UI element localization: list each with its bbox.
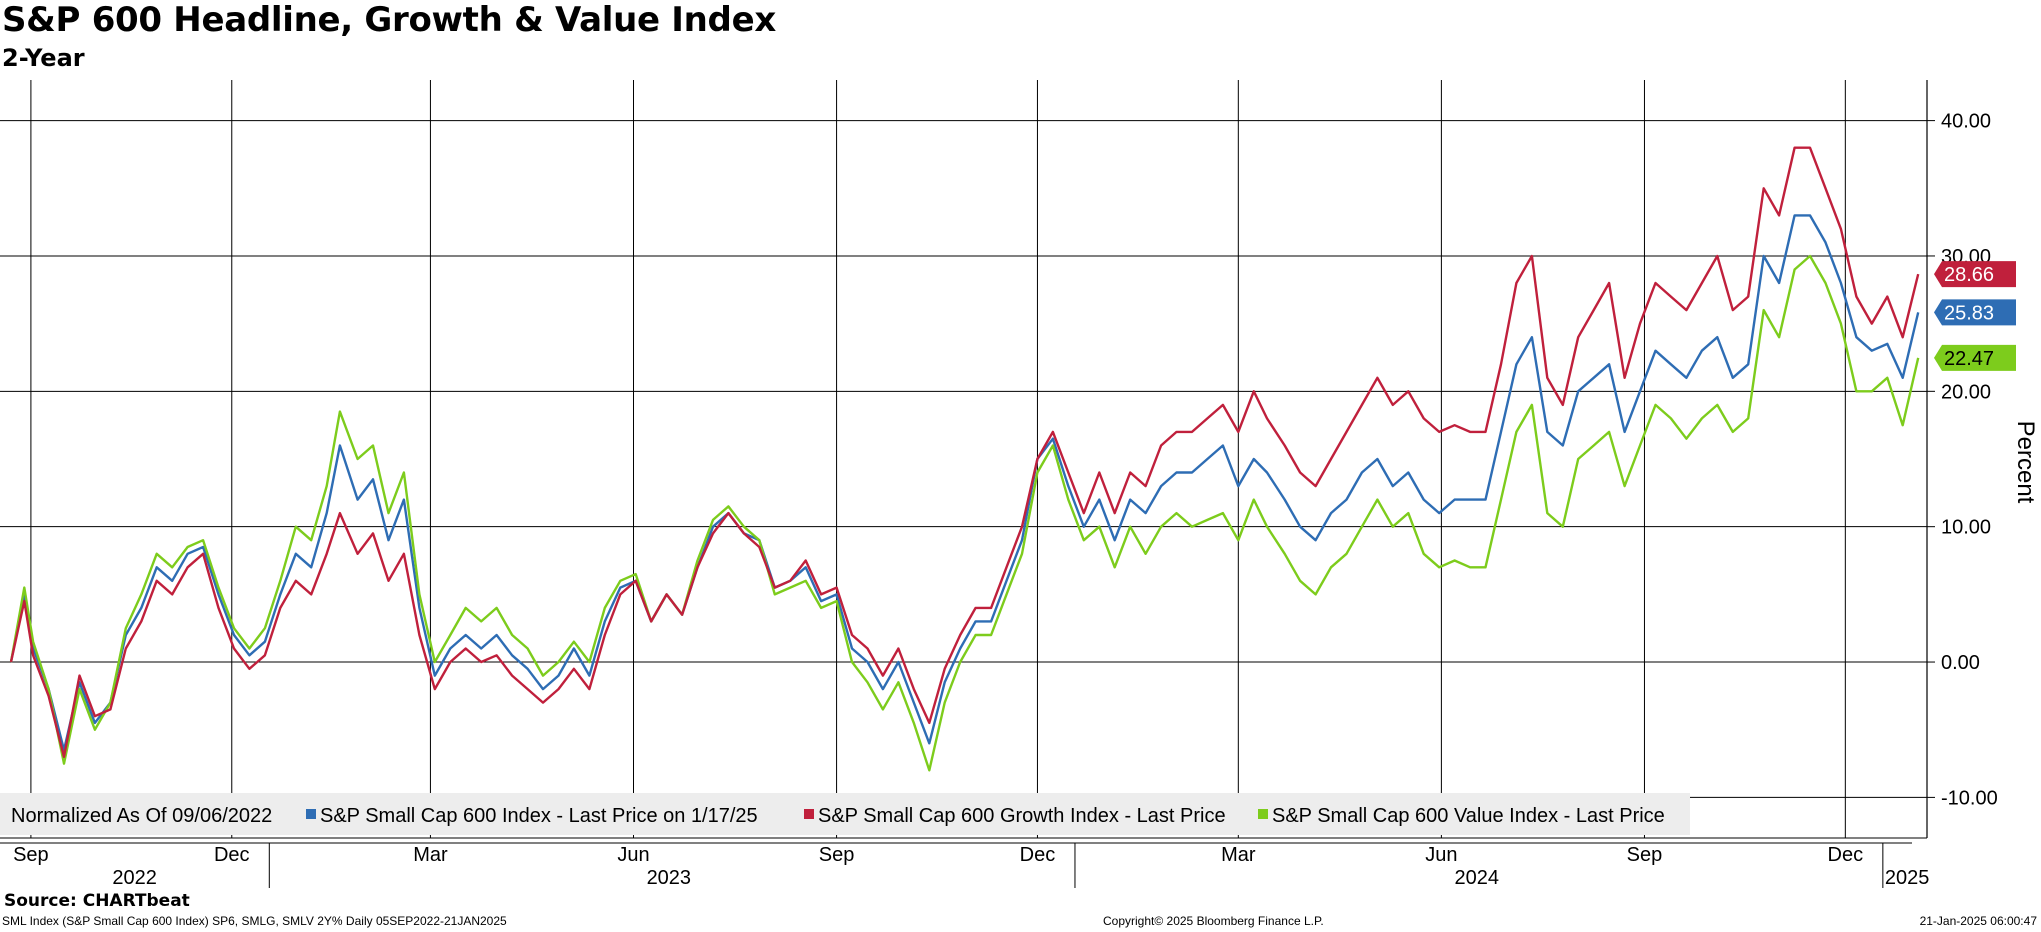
y-axis-label: Percent <box>2012 421 2039 504</box>
legend-label-growth: S&P Small Cap 600 Growth Index - Last Pr… <box>818 805 1226 827</box>
footer-security-info: SML Index (S&P Small Cap 600 Index) SP6,… <box>2 914 507 928</box>
y-tick-label: 20.00 <box>1941 381 1991 403</box>
series-layer <box>9 146 1920 772</box>
x-month-label: Mar <box>1221 844 1256 866</box>
last-value-flag <box>1934 299 2016 326</box>
x-year-label: 2023 <box>647 867 692 888</box>
footer-timestamp: 21-Jan-2025 06:00:47 <box>1919 914 2037 928</box>
last-value-labels: 25.83 28.66 22.47 <box>1934 261 2016 371</box>
legend-label-value: S&P Small Cap 600 Value Index - Last Pri… <box>1272 805 1665 827</box>
x-month-label: Dec <box>1828 844 1864 866</box>
source-note: Source: CHARTbeat <box>4 891 190 911</box>
series-line-value <box>9 254 1920 772</box>
y-tick-label: 0.00 <box>1941 652 1980 674</box>
series-line-index <box>9 214 1920 752</box>
grid-layer <box>0 80 1927 838</box>
x-year-label: 2025 <box>1885 867 1930 888</box>
last-value-text: 25.83 <box>1944 302 1994 324</box>
x-month-label: Dec <box>1020 844 1056 866</box>
last-value-label-index: 25.83 <box>1934 299 2016 326</box>
footer-copyright: Copyright© 2025 Bloomberg Finance L.P. <box>1103 914 1324 928</box>
x-month-label: Jun <box>1425 844 1457 866</box>
last-value-flag <box>1934 261 2016 288</box>
chart-canvas: Normalized As Of 09/06/2022 S&P Small Ca… <box>0 80 2039 888</box>
last-value-text: 28.66 <box>1944 264 1994 286</box>
x-month-label: Dec <box>214 844 250 866</box>
x-month-label: Mar <box>413 844 448 866</box>
last-value-label-growth: 28.66 <box>1934 261 2016 288</box>
last-value-flag <box>1934 344 2016 371</box>
legend: Normalized As Of 09/06/2022 S&P Small Ca… <box>0 793 1690 835</box>
x-month-label: Jun <box>617 844 649 866</box>
legend-label-index: S&P Small Cap 600 Index - Last Price on … <box>320 805 758 827</box>
legend-prefix: Normalized As Of 09/06/2022 <box>11 805 272 827</box>
y-tick-label: 10.00 <box>1941 517 1991 539</box>
legend-swatch-index <box>306 809 316 819</box>
last-value-label-value: 22.47 <box>1934 344 2016 371</box>
x-month-label: Sep <box>819 844 855 866</box>
x-month-label: Sep <box>13 844 49 866</box>
last-value-text: 22.47 <box>1944 348 1994 370</box>
legend-swatch-growth <box>804 809 814 819</box>
chart-title: S&P 600 Headline, Growth & Value Index <box>2 0 776 40</box>
chart-subtitle: 2-Year <box>2 44 85 72</box>
x-year-label: 2022 <box>112 867 157 888</box>
legend-swatch-value <box>1258 809 1268 819</box>
x-year-label: 2024 <box>1454 867 1499 888</box>
y-tick-label: -10.00 <box>1941 787 1998 809</box>
y-tick-label: 40.00 <box>1941 111 1991 133</box>
legend-background <box>0 793 1690 835</box>
x-month-label: Sep <box>1627 844 1663 866</box>
series-line-growth <box>9 146 1920 758</box>
